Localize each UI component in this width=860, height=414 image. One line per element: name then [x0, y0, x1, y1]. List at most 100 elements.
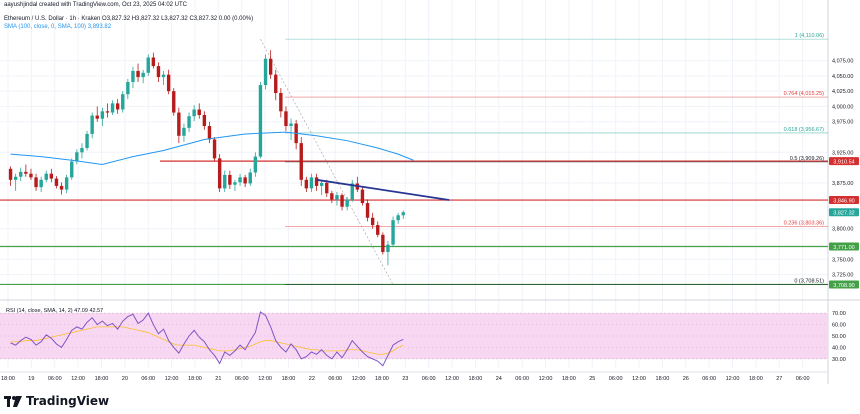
candle-body[interactable]	[360, 189, 365, 204]
candle-body[interactable]	[207, 126, 212, 140]
time-axis[interactable]: 18:00 19 06:00 12:00 18:00 20 06:00 12:00 18:00 2…	[0, 371, 828, 382]
sma-path	[10, 131, 414, 166]
candle-body[interactable]	[391, 220, 395, 245]
candle-body[interactable]	[156, 66, 161, 78]
candle-body[interactable]	[243, 177, 247, 184]
candle-body[interactable]	[325, 182, 329, 194]
candle-body[interactable]	[141, 72, 145, 78]
x-tick-label: 12:00	[258, 376, 272, 382]
candle-body[interactable]	[289, 123, 293, 127]
price-axis[interactable]: 3,827.32 3,725.00 3,750.00 3,800.00 3,875.00…	[829, 59, 859, 279]
candle-body[interactable]	[284, 111, 288, 127]
candle-body[interactable]	[13, 176, 18, 180]
candle-body[interactable]	[70, 161, 74, 178]
x-tick-label: 18:00	[749, 376, 763, 382]
candle-body[interactable]	[177, 112, 181, 136]
x-tick-label: 27	[776, 376, 782, 382]
candle-body[interactable]	[268, 58, 273, 75]
x-tick-label: 18:00	[282, 376, 296, 382]
candle-body[interactable]	[228, 174, 232, 185]
sma-legend: SMA (100, close, 0, SMA, 100) 3,893.82	[4, 24, 112, 30]
candle-body[interactable]	[44, 173, 48, 180]
candle-body[interactable]	[19, 171, 23, 177]
candle-body[interactable]	[34, 177, 38, 188]
candle-body[interactable]	[161, 74, 166, 78]
candle-body[interactable]	[340, 195, 344, 207]
candle-body[interactable]	[166, 74, 171, 92]
candle-body[interactable]	[54, 178, 59, 186]
candle-body[interactable]	[192, 109, 196, 117]
candle-body[interactable]	[319, 182, 324, 186]
candle-body[interactable]	[253, 156, 258, 173]
candle-body[interactable]	[100, 111, 105, 119]
candle-body[interactable]	[274, 74, 278, 93]
candle-body[interactable]	[8, 168, 13, 180]
candle-body[interactable]	[85, 133, 89, 149]
candle-body[interactable]	[263, 58, 268, 86]
candle-body[interactable]	[202, 114, 207, 127]
candle-body[interactable]	[64, 177, 69, 190]
x-tick-label: 18:00	[1, 376, 15, 382]
candle-body[interactable]	[121, 94, 125, 110]
candle-body[interactable]	[29, 173, 33, 178]
candle-body[interactable]	[365, 203, 370, 218]
candle-body[interactable]	[335, 195, 339, 200]
candle-body[interactable]	[386, 244, 390, 252]
candle-body[interactable]	[187, 116, 191, 128]
candle-body[interactable]	[110, 103, 115, 113]
candle-body[interactable]	[126, 81, 130, 95]
x-tick-label: 06:00	[328, 376, 342, 382]
trendline-path[interactable]	[316, 178, 450, 201]
x-tick-label: 18:00	[188, 376, 202, 382]
candle-body[interactable]	[172, 91, 176, 113]
candle-body[interactable]	[105, 111, 110, 113]
level-tag-label: 3,846.90	[833, 199, 854, 205]
candle-body[interactable]	[233, 182, 237, 185]
y-tick-label: 4,050.00	[832, 74, 853, 80]
candle-body[interactable]	[95, 115, 99, 119]
candle-body[interactable]	[345, 199, 349, 207]
candle-body[interactable]	[75, 152, 79, 162]
candle-body[interactable]	[182, 127, 186, 136]
y-tick-label: 4,025.00	[832, 89, 853, 95]
y-tick-label: 4,000.00	[832, 104, 853, 110]
candle-body[interactable]	[258, 85, 263, 157]
x-tick-label: 12:00	[632, 376, 646, 382]
candle-body[interactable]	[314, 177, 319, 186]
candle-body[interactable]	[24, 171, 28, 174]
candle-body[interactable]	[396, 215, 400, 221]
candle-body[interactable]	[330, 193, 334, 200]
candle-body[interactable]	[80, 148, 84, 153]
candle-body[interactable]	[238, 177, 242, 183]
candles[interactable]	[8, 50, 405, 266]
candle-body[interactable]	[146, 57, 150, 73]
candle-body[interactable]	[401, 212, 405, 216]
candle-body[interactable]	[279, 92, 283, 112]
candle-body[interactable]	[309, 177, 314, 189]
candle-body[interactable]	[376, 225, 380, 235]
candle-body[interactable]	[248, 172, 252, 184]
candle-body[interactable]	[299, 143, 303, 180]
brand-name: TradingView	[26, 394, 110, 408]
trendline[interactable]	[316, 178, 450, 201]
candle-body[interactable]	[217, 158, 222, 189]
candle-body[interactable]	[49, 173, 54, 179]
candle-body[interactable]	[350, 183, 354, 200]
candle-body[interactable]	[39, 179, 43, 188]
candle-body[interactable]	[370, 217, 375, 226]
candle-body[interactable]	[223, 174, 227, 189]
candle-body[interactable]	[131, 70, 135, 82]
x-tick-label: 18:00	[469, 376, 483, 382]
candle-body[interactable]	[197, 109, 201, 115]
candle-body[interactable]	[151, 57, 156, 67]
candle-body[interactable]	[136, 70, 140, 78]
candle-body[interactable]	[212, 139, 217, 159]
candle-body[interactable]	[115, 103, 120, 110]
candle-body[interactable]	[304, 179, 309, 189]
rsi-pane[interactable]: 30.00 40.00 50.00 60.00 70.00 RSI (14, close,…	[0, 308, 846, 367]
candle-body[interactable]	[90, 115, 94, 134]
candle-body[interactable]	[59, 185, 64, 190]
x-tick-label: 12:00	[445, 376, 459, 382]
candle-body[interactable]	[381, 234, 385, 252]
